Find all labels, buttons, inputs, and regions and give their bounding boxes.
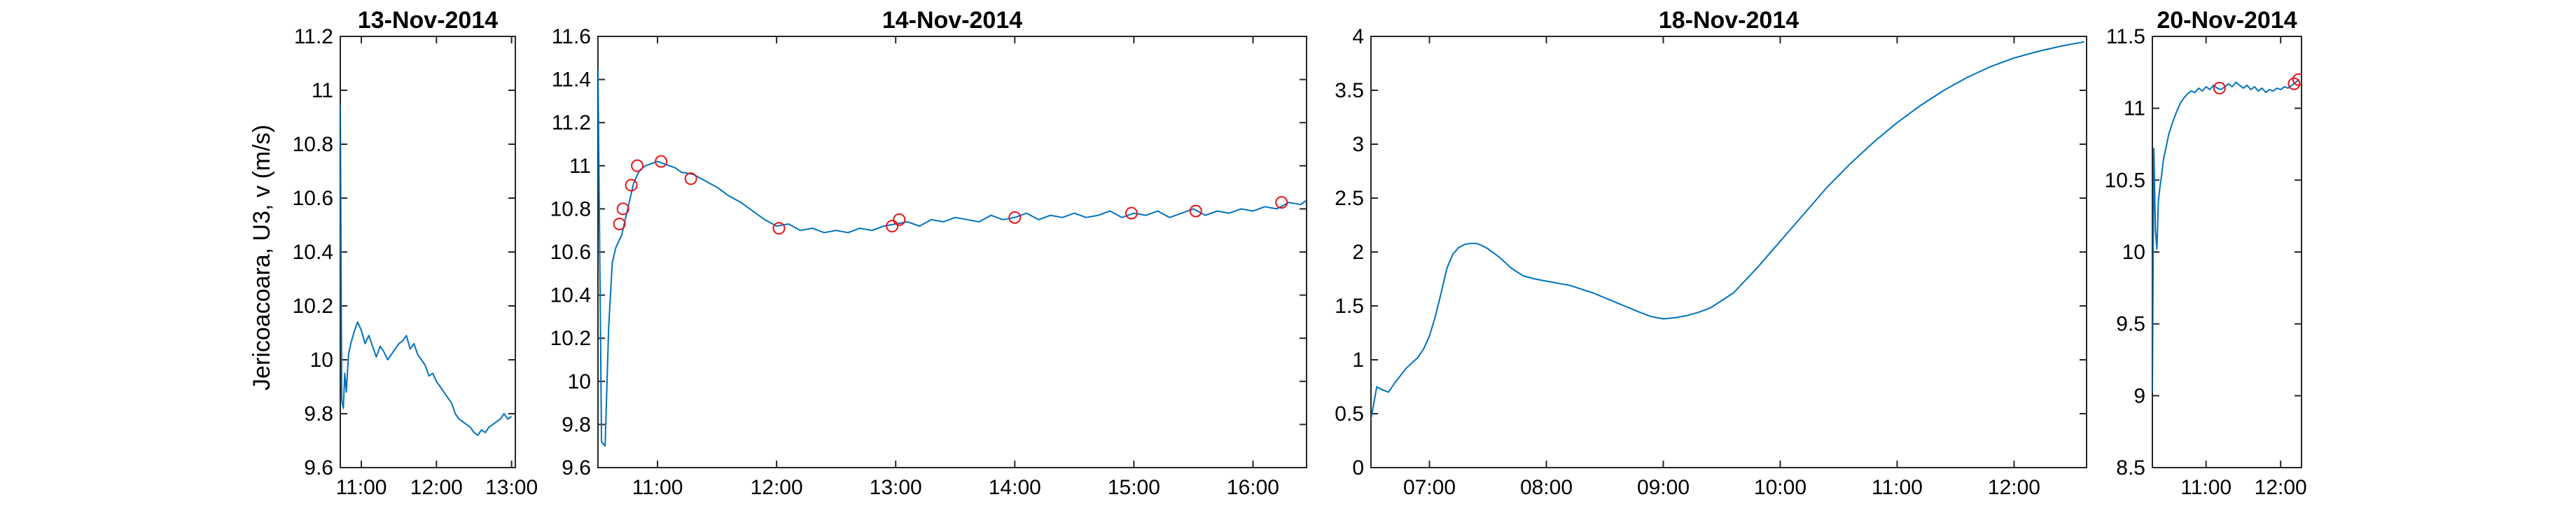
x-tick-label: 11:00 (632, 476, 683, 499)
x-tick-label: 13:00 (870, 476, 922, 499)
marker-point (1189, 204, 1202, 218)
plot-area (1371, 41, 2084, 419)
y-tick-label: 3.5 (1335, 79, 1364, 102)
panel-13-nov: 13-Nov-2014 9.6 9.8 10 10.2 10.4 10.6 10.8 11 11… (293, 7, 538, 499)
marker-point (1008, 211, 1022, 224)
x-tick-label: 12:00 (2255, 476, 2307, 499)
series-line (340, 104, 513, 436)
x-tick-label: 11:00 (336, 476, 387, 499)
marker-point (1275, 196, 1288, 209)
axis-ticks: 8.5 9 9.5 10 10.5 11 11.5 11:00 12:00 (2105, 25, 2307, 499)
y-tick-label: 1 (1352, 349, 1364, 372)
y-tick-label: 8.5 (2116, 456, 2145, 479)
y-tick-label: 11 (312, 79, 333, 102)
axis-ticks: 9.6 9.8 10 10.2 10.4 10.6 10.8 11 11.2 11:00 12:00… (293, 25, 538, 499)
series-line (598, 69, 1307, 447)
y-tick-label: 11.6 (552, 25, 591, 48)
y-tick-label: 11.2 (552, 111, 591, 134)
y-tick-label: 10.5 (2105, 169, 2145, 192)
y-tick-label: 0.5 (1335, 402, 1364, 426)
x-tick-label: 11:00 (2180, 476, 2232, 499)
panel-14-nov: 14-Nov-2014 9.6 9.8 10 10.2 10.4 10.6 10.8 11 11… (550, 7, 1307, 499)
y-tick-label: 9.8 (562, 413, 591, 436)
panel-title: 14-Nov-2014 (882, 7, 1022, 34)
marker-point (2213, 81, 2226, 94)
panel-20-nov: 20-Nov-2014 8.5 9 9.5 10 10.5 11 11.5 11:00 12:0… (2105, 7, 2307, 499)
panel-title: 20-Nov-2014 (2157, 7, 2297, 34)
y-tick-label: 9.8 (304, 402, 333, 426)
x-tick-label: 14:00 (989, 476, 1041, 499)
y-tick-label: 9.6 (562, 456, 591, 479)
marker-point (684, 172, 697, 186)
marker-point (1125, 206, 1138, 220)
marker-point (655, 155, 668, 168)
marker-point (613, 217, 626, 230)
plot-area (598, 69, 1307, 447)
y-tick-label: 2.5 (1335, 187, 1364, 210)
y-tick-label: 10.6 (550, 241, 591, 264)
axes-frame (597, 36, 1307, 468)
x-tick-label: 13:00 (485, 476, 538, 499)
y-tick-label: 10 (568, 370, 591, 393)
y-tick-label: 11 (569, 155, 591, 178)
plot-area (340, 104, 513, 436)
y-tick-label: 10.8 (293, 133, 333, 156)
y-axis-label: Jericoacoara, U3, v (m/s) (249, 125, 275, 391)
axis-ticks: 9.6 9.8 10 10.2 10.4 10.6 10.8 11 11.2 11.4 11.6 11… (550, 25, 1307, 499)
y-tick-label: 10.6 (293, 187, 333, 210)
marker-point (772, 222, 786, 235)
y-tick-label: 10 (310, 349, 333, 372)
y-tick-label: 10.4 (293, 241, 333, 264)
y-tick-label: 9.5 (2116, 313, 2145, 336)
y-tick-label: 11.5 (2106, 25, 2145, 48)
y-tick-label: 9 (2133, 384, 2145, 407)
y-tick-label: 11.4 (552, 69, 591, 92)
axes-frame (2152, 36, 2302, 468)
x-tick-label: 11:00 (1872, 476, 1923, 499)
y-tick-label: 1.5 (1335, 295, 1364, 318)
x-tick-label: 07:00 (1403, 476, 1456, 499)
marker-point (616, 202, 629, 216)
marker-point (2292, 73, 2302, 86)
x-tick-label: 12:00 (1988, 476, 2040, 499)
x-tick-label: 09:00 (1637, 476, 1690, 499)
y-tick-label: 11.2 (294, 25, 333, 48)
series-group (340, 104, 513, 436)
x-tick-label: 12:00 (410, 476, 463, 499)
x-tick-label: 15:00 (1108, 476, 1160, 499)
y-tick-label: 9.6 (304, 456, 333, 479)
plot-area (2152, 73, 2302, 393)
x-tick-label: 10:00 (1754, 476, 1806, 499)
series-group (598, 69, 1307, 447)
y-tick-label: 3 (1352, 133, 1364, 156)
marker-point (631, 159, 644, 172)
y-tick-label: 10.2 (293, 295, 333, 318)
x-tick-label: 12:00 (751, 476, 803, 499)
series-group (1371, 41, 2084, 419)
marker-point (886, 220, 899, 233)
series-group (2152, 73, 2302, 393)
axes-frame (1370, 36, 2087, 468)
panel-title: 18-Nov-2014 (1659, 7, 1799, 34)
y-tick-label: 10.4 (550, 284, 591, 307)
y-tick-label: 0 (1352, 456, 1364, 479)
panel-title: 13-Nov-2014 (358, 7, 498, 34)
y-tick-label: 11 (2124, 97, 2145, 120)
series-line (2152, 78, 2300, 393)
axis-ticks: 0 0.5 1 1.5 2 2.5 3 3.5 4 07:00 08:00 09:00 10:00 11:… (1335, 25, 2087, 499)
x-tick-label: 16:00 (1227, 476, 1279, 499)
marker-point (2288, 77, 2301, 90)
y-tick-label: 10.2 (550, 327, 591, 350)
y-tick-label: 10 (2122, 241, 2145, 264)
y-tick-label: 2 (1352, 241, 1364, 264)
y-tick-label: 10.8 (550, 197, 591, 220)
y-tick-label: 4 (1352, 25, 1364, 48)
axes-frame (340, 36, 516, 468)
x-tick-label: 08:00 (1520, 476, 1573, 499)
marker-point (625, 178, 638, 192)
marker-point (893, 213, 906, 226)
series-line (1371, 41, 2084, 419)
